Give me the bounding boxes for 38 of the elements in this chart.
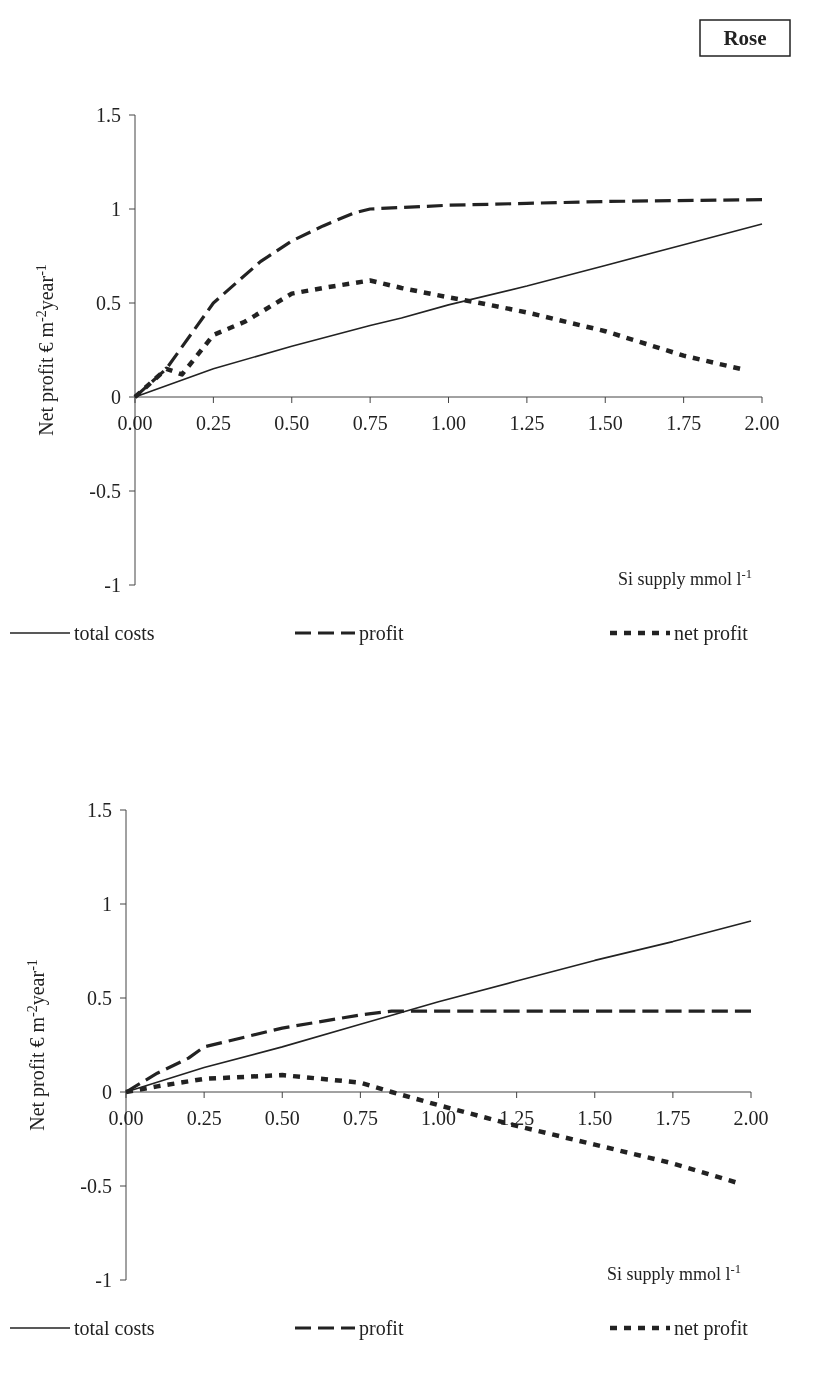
x-tick-label: 1.00	[431, 412, 466, 434]
y-tick-label: 0.5	[87, 987, 112, 1009]
y-tick-label: -0.5	[80, 1175, 112, 1197]
y-tick-label: -0.5	[89, 480, 121, 502]
y-tick-label: 0	[102, 1081, 112, 1103]
x-tick-label: 0.00	[108, 1107, 144, 1129]
y-tick-label: -1	[95, 1269, 112, 1291]
chart-title: Rose	[723, 26, 767, 50]
x-tick-label: 1.75	[666, 412, 702, 434]
y-tick-label: -1	[104, 574, 121, 596]
x-tick-label: 2.00	[744, 412, 780, 434]
legend-label: profit	[359, 622, 404, 645]
y-tick-label: 1.5	[96, 104, 121, 126]
x-tick-label: 1.50	[587, 412, 623, 434]
x-tick-label: 0.50	[274, 412, 310, 434]
x-tick-label: 1.75	[655, 1107, 691, 1129]
x-tick-label: 1.00	[421, 1107, 456, 1129]
x-axis-title: Si supply mmol l$^{-1}$	[606, 1262, 741, 1284]
legend-label: total costs	[74, 1317, 155, 1339]
x-axis-title: Si supply mmol l$^{-1}$	[617, 567, 752, 589]
y-tick-label: 1	[111, 198, 121, 220]
x-tick-label: 0.00	[117, 412, 153, 434]
x-tick-label: 1.50	[577, 1107, 613, 1129]
x-tick-label: 0.50	[264, 1107, 300, 1129]
x-tick-label: 1.25	[509, 412, 545, 434]
x-tick-label: 0.75	[342, 1107, 378, 1129]
y-tick-label: 0.5	[96, 292, 121, 314]
x-tick-label: 0.25	[186, 1107, 222, 1129]
legend-label: net profit	[674, 622, 749, 645]
y-tick-label: 1	[102, 893, 112, 915]
y-tick-label: 0	[111, 386, 121, 408]
legend-label: total costs	[74, 622, 155, 644]
x-tick-label: 0.25	[195, 412, 231, 434]
legend-label: profit	[359, 1317, 404, 1340]
legend-label: net profit	[674, 1317, 749, 1340]
y-tick-label: 1.5	[87, 799, 112, 821]
x-tick-label: 2.00	[733, 1107, 769, 1129]
x-tick-label: 0.75	[352, 412, 388, 434]
